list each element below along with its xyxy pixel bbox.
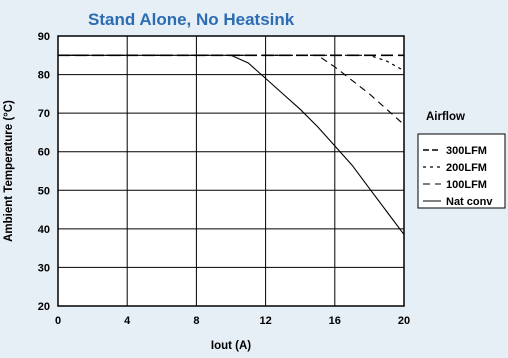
legend-entry: 100LFM [446, 179, 487, 191]
series-line [58, 54, 405, 126]
y-tick-label: 20 [38, 301, 50, 313]
x-tick-label: 20 [398, 315, 410, 327]
legend-entry: 200LFM [446, 162, 487, 174]
series-line [58, 54, 405, 235]
y-tick-label: 80 [38, 70, 50, 82]
series-group [58, 54, 405, 235]
grid [58, 36, 404, 306]
x-axis-label: Iout (A) [211, 340, 251, 352]
x-tick-label: 4 [124, 315, 131, 327]
y-tick-label: 40 [38, 224, 50, 236]
legend-box [417, 133, 506, 209]
plot-area [58, 36, 404, 306]
y-tick-label: 90 [38, 31, 50, 43]
y-tick-label: 70 [38, 108, 50, 120]
y-tick-label: 30 [38, 262, 50, 274]
y-tick-labels: 20 30 40 50 60 70 80 90 [38, 31, 50, 313]
chart-title: Stand Alone, No Heatsink [88, 10, 295, 29]
legend-entry: Nat conv [446, 196, 493, 208]
x-tick-label: 16 [329, 315, 341, 327]
legend-entry: 300LFM [446, 145, 487, 157]
legend: 300LFM 200LFM 100LFM Nat conv [423, 145, 493, 208]
x-tick-label: 8 [193, 315, 199, 327]
x-tick-label: 0 [55, 315, 61, 327]
y-tick-label: 60 [38, 147, 50, 159]
x-tick-label: 12 [259, 315, 271, 327]
x-tick-labels: 0 4 8 12 16 20 [55, 315, 410, 327]
y-axis-label: Ambient Temperature (°C) [3, 100, 15, 242]
y-tick-label: 50 [38, 185, 50, 197]
legend-title: Airflow [426, 111, 465, 123]
plot-border [57, 35, 405, 307]
